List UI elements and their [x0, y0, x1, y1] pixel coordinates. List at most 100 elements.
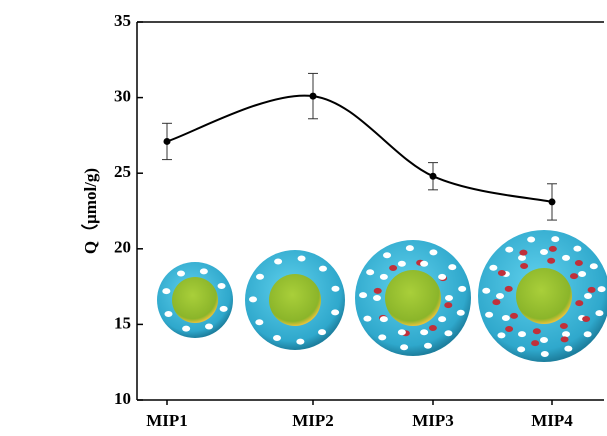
- particle-core: [172, 277, 218, 323]
- line: [167, 96, 552, 202]
- particle-dot: [582, 316, 590, 322]
- particle-dot: [438, 274, 446, 280]
- particle-dot: [562, 331, 570, 337]
- particle-dot: [531, 340, 539, 346]
- x-tick-label: MIP2: [292, 411, 334, 430]
- particle-dot: [359, 292, 367, 298]
- particle-dot: [444, 302, 452, 308]
- particle-dot: [540, 249, 548, 255]
- particle-dot: [561, 336, 569, 342]
- particle-dot: [540, 337, 548, 343]
- particle-dot: [256, 274, 264, 280]
- particle-dot: [400, 344, 408, 350]
- particle-dot: [505, 326, 513, 332]
- particle-dot: [517, 346, 525, 352]
- particle-dot: [575, 260, 583, 266]
- particle-dot: [575, 300, 583, 306]
- particle-dot: [389, 265, 397, 271]
- particle-dot: [444, 330, 452, 336]
- particle-dot: [318, 329, 326, 335]
- particle-dot: [492, 299, 500, 305]
- particle-dot: [562, 255, 570, 261]
- particle-dot: [527, 236, 535, 242]
- particle-dot: [296, 339, 304, 345]
- particle-dot: [420, 261, 428, 267]
- particle-dot: [502, 315, 510, 321]
- particle-dot: [298, 256, 306, 262]
- particle-dot: [496, 293, 504, 299]
- particle-dot: [518, 255, 526, 261]
- particle-dot: [374, 288, 382, 294]
- particle-dot: [570, 273, 578, 279]
- particle-dot: [420, 329, 428, 335]
- particle-dot: [380, 274, 388, 280]
- x-tick-label: MIP4: [531, 411, 573, 430]
- particle-dot: [200, 268, 208, 274]
- particle-dot: [505, 286, 513, 292]
- particle-dot: [363, 316, 371, 322]
- particle-dot: [274, 259, 282, 265]
- particle-dot: [497, 332, 505, 338]
- particle-dot: [273, 335, 281, 341]
- y-axis-label: Q（μmol/g): [80, 168, 100, 254]
- particle-dot: [518, 331, 526, 337]
- x-tick-label: MIP1: [146, 411, 188, 430]
- particle-dot: [584, 331, 592, 337]
- particle-dot: [485, 312, 493, 318]
- particle-dot: [429, 325, 437, 331]
- particle-dot: [429, 249, 437, 255]
- particle-dot: [319, 266, 327, 272]
- particle-dot: [182, 326, 190, 332]
- point: [549, 198, 556, 205]
- particle-dot: [498, 270, 506, 276]
- particle-dot: [510, 313, 518, 319]
- particle-dot: [220, 306, 228, 312]
- particle-dot: [551, 236, 559, 242]
- illustration: [157, 230, 607, 362]
- particle-dot: [383, 252, 391, 258]
- particle-dot: [520, 263, 528, 269]
- particle-dot: [438, 316, 446, 322]
- y-tick-label: 25: [114, 162, 131, 181]
- particle-dot: [373, 295, 381, 301]
- point: [430, 173, 437, 180]
- particle-dot: [573, 246, 581, 252]
- particle-dot: [378, 334, 386, 340]
- particle-dot: [549, 246, 557, 252]
- particle-dot: [177, 270, 185, 276]
- particle-dot: [458, 286, 466, 292]
- particle-dot: [560, 323, 568, 329]
- particle-dot: [398, 261, 406, 267]
- particle-dot: [205, 324, 213, 330]
- y-tick-label: 10: [114, 389, 131, 408]
- particle-dot: [588, 287, 596, 293]
- particle-dot: [595, 310, 603, 316]
- y-tick-label: 20: [114, 238, 131, 257]
- particle-dot: [505, 247, 513, 253]
- particle-core: [269, 274, 321, 326]
- particle-dot: [547, 258, 555, 264]
- point: [310, 93, 317, 100]
- particle-dot: [519, 250, 527, 256]
- particle-dot: [424, 343, 432, 349]
- point: [164, 138, 171, 145]
- particle-dot: [255, 319, 263, 325]
- particle-dot: [489, 265, 497, 271]
- particle-dot: [590, 263, 598, 269]
- x-tick-label: MIP3: [412, 411, 454, 430]
- particle-dot: [533, 328, 541, 334]
- particle-dot: [578, 271, 586, 277]
- particle-dot: [457, 310, 465, 316]
- particle-dot: [218, 283, 226, 289]
- y-tick-label: 35: [114, 11, 131, 30]
- particle-dot: [406, 245, 414, 251]
- particle-dot: [541, 351, 549, 357]
- particle-dot: [331, 309, 339, 315]
- particle-dot: [564, 346, 572, 352]
- particle-core: [516, 268, 572, 324]
- particle-dot: [380, 316, 388, 322]
- particle-dot: [366, 269, 374, 275]
- particle-dot: [162, 288, 170, 294]
- particle-dot: [398, 329, 406, 335]
- particle-dot: [584, 293, 592, 299]
